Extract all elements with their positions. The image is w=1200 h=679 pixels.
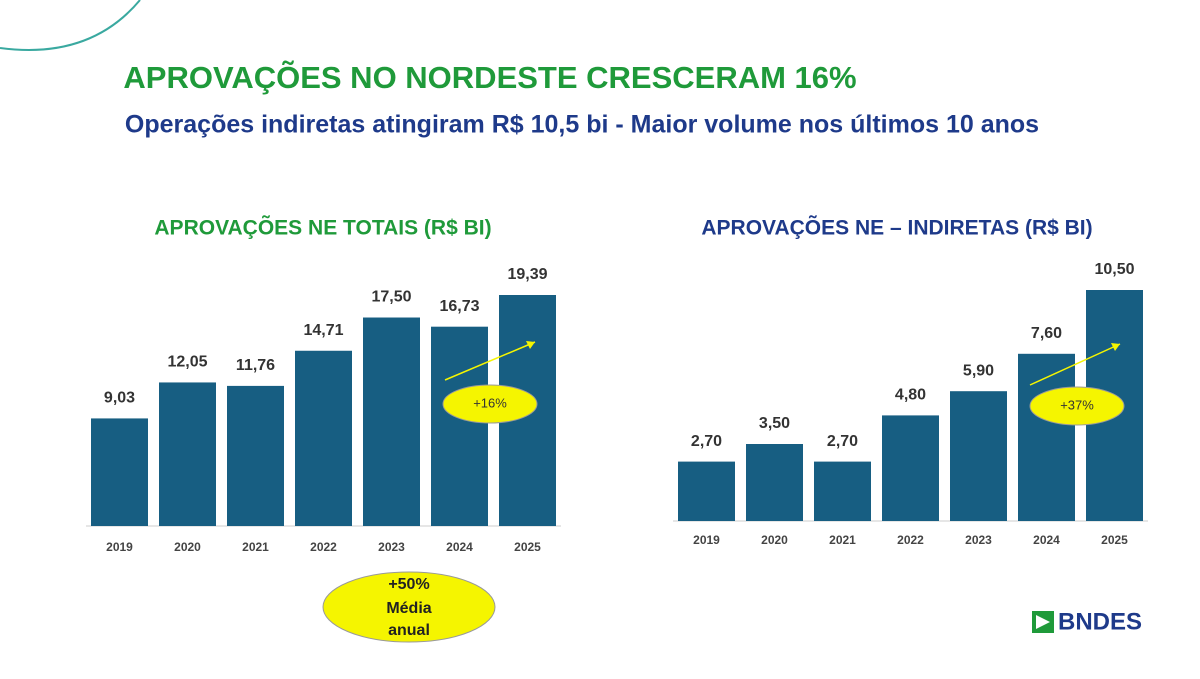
logo: BNDES	[1058, 608, 1142, 635]
bar	[363, 317, 420, 526]
value-label: 16,73	[439, 298, 479, 315]
bar	[227, 385, 284, 526]
value-label: 17,50	[371, 289, 411, 306]
value-label: 3,50	[759, 415, 790, 432]
chart-title: APROVAÇÕES NE TOTAIS (R$ BI)	[154, 216, 491, 240]
bar	[1018, 353, 1075, 521]
x-tick-label: 2024	[1033, 533, 1060, 547]
value-label: 2,70	[691, 433, 722, 450]
value-label: 4,80	[895, 387, 926, 404]
logo-mark	[1036, 615, 1050, 629]
x-tick-label: 2021	[242, 540, 269, 554]
decor-arc	[0, 0, 141, 51]
value-label: 11,76	[236, 357, 275, 374]
value-label: 12,05	[167, 354, 207, 371]
chart-title: APROVAÇÕES NE – INDIRETAS (R$ BI)	[701, 216, 1092, 240]
annotation: +37%	[1060, 397, 1094, 412]
bar	[91, 418, 148, 526]
x-tick-label: 2023	[965, 533, 992, 547]
value-label: 10,50	[1094, 261, 1134, 278]
x-tick-label: 2020	[761, 533, 788, 547]
bar	[431, 326, 488, 526]
bar	[159, 382, 216, 526]
x-tick-label: 2019	[693, 533, 720, 547]
bar	[882, 415, 939, 521]
x-tick-label: 2020	[174, 540, 201, 554]
annotation: +16%	[473, 395, 507, 410]
x-tick-label: 2024	[446, 540, 473, 554]
bar	[746, 444, 803, 521]
annotation-bubble	[1029, 386, 1125, 426]
x-tick-label: 2023	[378, 540, 405, 554]
trend-arrow	[1029, 343, 1121, 386]
value-label: 9,03	[104, 390, 135, 407]
trend-arrow-head	[526, 341, 535, 349]
value-label: 2,70	[827, 433, 858, 450]
slide-subtitle: Operações indiretas atingiram R$ 10,5 bi…	[125, 111, 1039, 139]
x-tick-label: 2025	[1101, 533, 1128, 547]
bar	[950, 391, 1007, 521]
note-line: anual	[388, 622, 430, 639]
note-line: Média	[386, 600, 431, 617]
trend-arrow-head	[1111, 343, 1120, 351]
x-tick-label: 2019	[106, 540, 133, 554]
x-tick-label: 2022	[310, 540, 337, 554]
value-label: 7,60	[1031, 325, 1062, 342]
bar	[814, 461, 871, 521]
value-label: 5,90	[963, 362, 994, 379]
x-tick-label: 2025	[514, 540, 541, 554]
x-tick-label: 2022	[897, 533, 924, 547]
slide-title: APROVAÇÕES NO NORDESTE CRESCERAM 16%	[123, 59, 856, 95]
note-bubble	[322, 571, 496, 643]
annotation-bubble	[442, 384, 538, 424]
note-line: +50%	[388, 576, 429, 593]
bar	[678, 461, 735, 521]
value-label: 14,71	[303, 322, 343, 339]
bar	[295, 350, 352, 526]
value-label: 19,39	[507, 266, 547, 283]
x-tick-label: 2021	[829, 533, 856, 547]
trend-arrow	[444, 341, 536, 381]
